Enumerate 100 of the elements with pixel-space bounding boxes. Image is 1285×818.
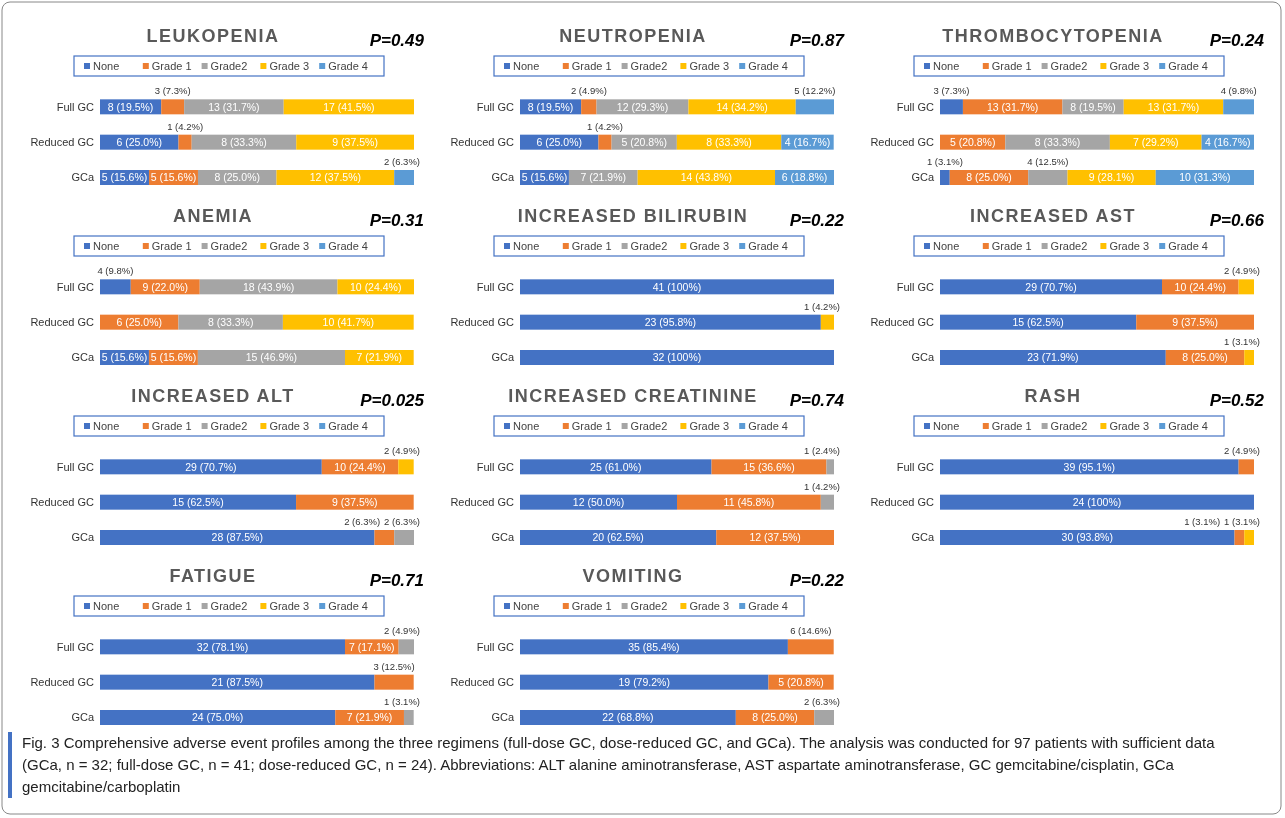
legend-label: Grade2 [210,60,248,72]
data-label: 10 (24.4%) [334,460,386,473]
data-label: 2 (4.9%) [384,625,420,637]
bar [795,99,834,115]
data-label: 5 (20.8%) [621,135,667,148]
data-label: 30 (93.8%) [1061,531,1113,544]
data-label: 8 (19.5%) [107,100,154,113]
data-label: 1 (4.2%) [804,300,840,312]
text: P=0.71 [369,571,424,590]
bar [520,710,736,725]
y-tick-label: Reduced GC [450,316,515,329]
bar [787,639,834,655]
legend-label: Grade2 [210,240,248,252]
data-label: 13 (31.7%) [987,100,1039,113]
legend-label: Grade 1 [571,600,612,612]
y-tick-label: Reduced GC [30,496,95,509]
y-tick-label: GCa [71,531,95,544]
y-tick-label: Reduced GC [450,136,515,149]
legend-label: None [933,420,960,432]
bar [100,459,322,475]
data-label: 13 (31.7%) [1147,100,1200,113]
data-label: 29 (70.7%) [1025,280,1077,293]
legend-label: Grade 4 [1168,240,1208,252]
data-label: 8 (33.3%) [221,135,267,148]
text: P=0.025 [360,391,425,410]
data-label: 5 (12.2%) [794,85,836,97]
data-label: 4 (16.7%) [784,135,831,148]
bar [100,639,345,655]
data-label: 25 (61.0%) [590,460,642,473]
bar [826,459,834,475]
data-label: 7 (21.9%) [346,711,393,724]
bar [940,99,963,115]
data-label: 6 (25.0%) [536,135,582,148]
legend-label: Grade 1 [991,240,1032,252]
bar [1234,530,1245,545]
y-tick-label: Reduced GC [450,496,515,509]
annotation: Fig. 3 Comprehensive adverse event profiles among the three regimens (full-dose GC, dose-reduced GC, and GCa). The analysis was conducted for 97 patients with sufficient data (GCa, n = 32; full-dose GC, n = 41; dose-reduced GC, n = 24). Abbreviations: ALT alanine aminotransferase, AST aspartate aminotransferase, GC gemcitabine/cisplatin, GCa gemcitabine/carboplatin [22,734,1216,795]
legend-label: Grade 1 [571,60,612,72]
data-label: 11 (45.8%) [723,495,775,508]
legend-label: Grade 3 [689,240,730,252]
data-label: 8 (33.3%) [207,315,254,328]
data-label: 3 (7.3%) [933,85,970,97]
bar [940,314,1137,330]
y-tick-label: GCa [491,531,515,544]
legend-label: Grade 1 [151,60,192,72]
y-tick-label: Reduced GC [30,316,95,329]
bar [403,710,414,725]
data-label: 10 (24.4%) [1174,280,1226,293]
data-label: 10 (24.4%) [350,280,402,293]
data-label: 24 (100%) [1072,495,1122,508]
bar [1028,170,1068,185]
data-label: 2 (4.9%) [570,85,607,97]
legend-label: Grade 1 [151,420,192,432]
data-label: 8 (19.5%) [527,100,574,113]
data-label: 1 (4.2%) [587,120,623,132]
data-label: 32 (78.1%) [196,640,249,653]
legend-label: Grade 4 [748,600,788,612]
y-tick-label: Reduced GC [870,316,935,329]
text: P=0.22 [789,211,845,230]
legend-label: Grade 3 [269,240,310,252]
data-label: 5 (15.6%) [150,351,197,364]
legend-label: Grade2 [630,240,668,252]
bar [100,279,131,295]
data-label: 14 (34.2%) [716,100,768,113]
data-label: 1 (3.1%) [1224,516,1260,527]
bar [100,710,336,725]
data-label: 18 (43.9%) [242,280,295,293]
data-label: 32 (100%) [652,351,702,364]
data-label: 12 (37.5%) [749,531,801,544]
data-label: 6 (18.8%) [781,171,828,184]
data-label: 15 (62.5%) [172,495,224,508]
text: P=0.24 [1209,31,1265,50]
legend-label: Grade2 [1050,60,1088,72]
data-label: 12 (50.0%) [572,495,625,508]
y-tick-label: GCa [491,351,515,364]
data-label: 2 (6.3%) [384,156,420,167]
data-label: 7 (17.1%) [349,640,395,653]
legend-label: None [93,420,120,432]
bar [520,674,769,690]
legend-label: Grade 1 [991,60,1032,72]
data-label: 2 (4.9%) [1224,445,1260,457]
legend-label: Grade 3 [1109,240,1150,252]
legend-label: None [933,240,960,252]
data-label: 1 (3.1%) [926,156,963,167]
legend-label: Grade2 [210,420,248,432]
data-label: 15 (36.6%) [743,460,795,473]
bar [178,134,192,150]
legend-label: None [513,600,540,612]
legend-label: None [513,60,540,72]
data-label: 20 (62.5%) [592,531,644,544]
y-tick-label: GCa [911,351,935,364]
data-label: 2 (4.9%) [1224,265,1260,277]
bar [398,639,414,655]
bar [940,350,1166,365]
legend-label: Grade2 [1050,240,1088,252]
data-label: 8 (33.3%) [706,135,752,148]
data-label: 6 (25.0%) [116,315,162,328]
data-label: 8 (25.0%) [1182,351,1228,364]
data-label: 41 (100%) [652,280,702,293]
y-tick-label: Full GC [56,280,95,293]
